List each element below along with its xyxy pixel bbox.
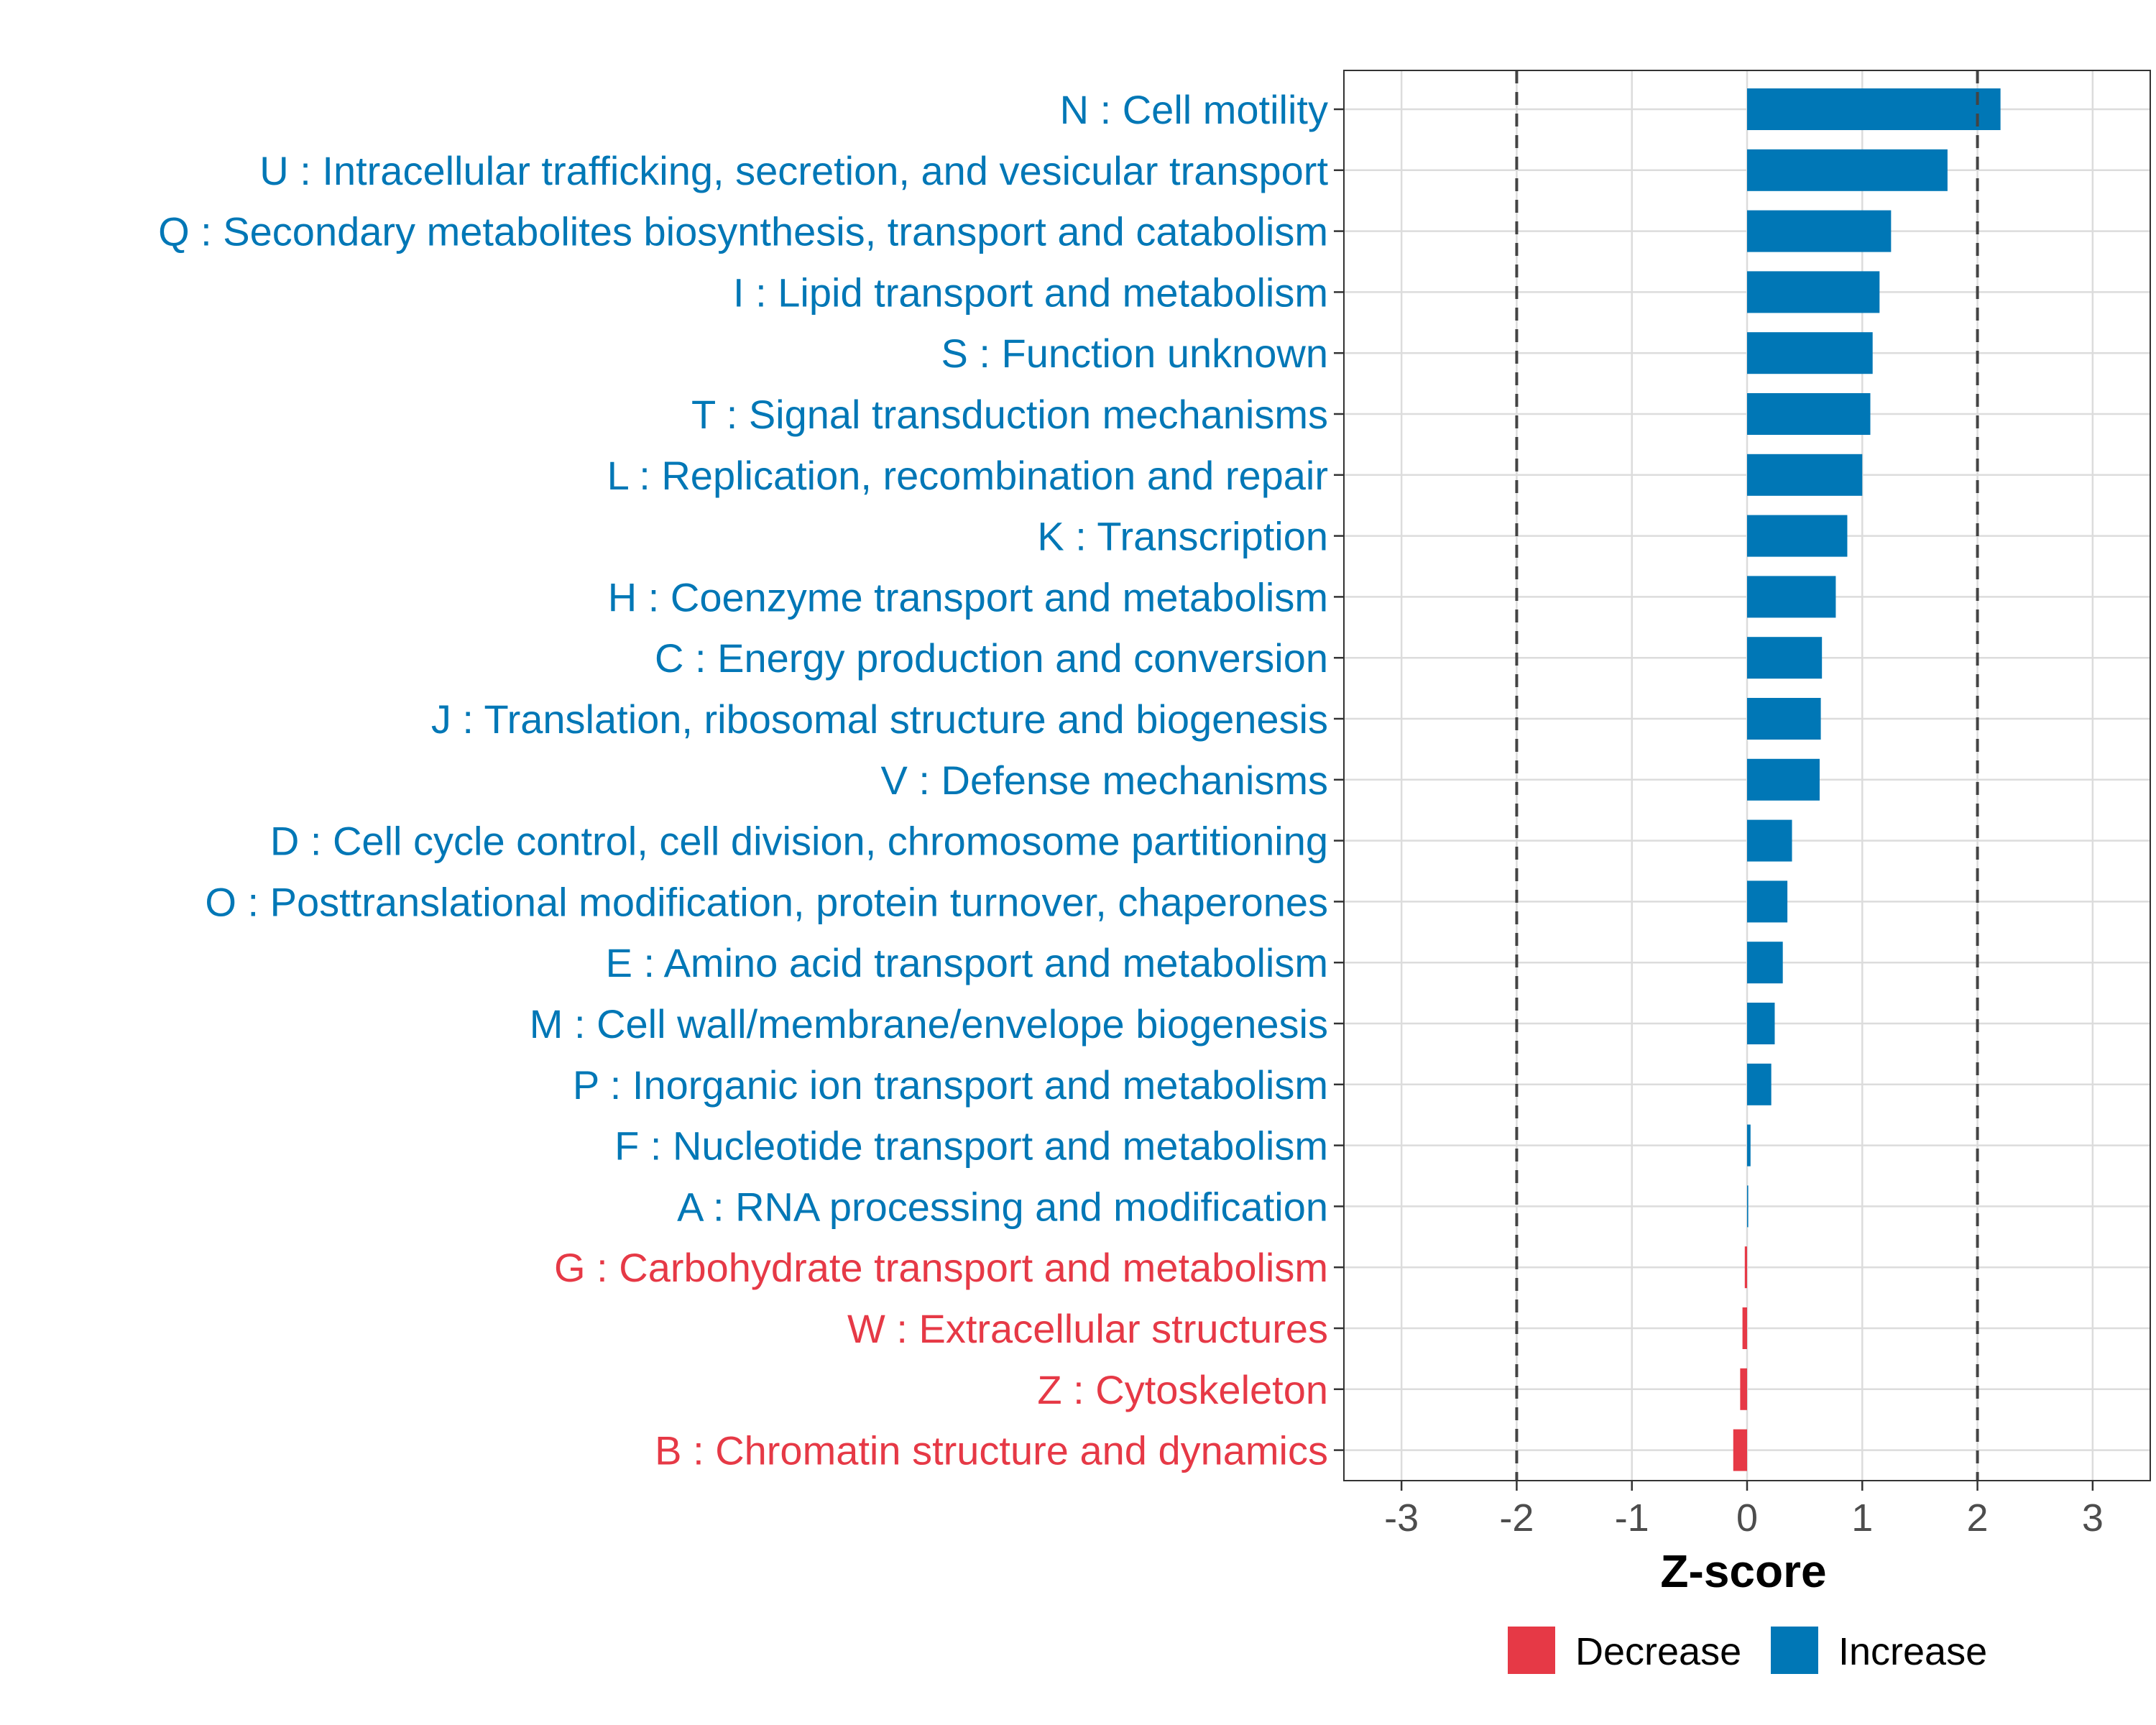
bars-layer: [1733, 88, 2001, 1471]
bar: [1747, 393, 1871, 435]
bar: [1747, 454, 1863, 496]
category-label: U : Intracellular trafficking, secretion…: [259, 148, 1328, 193]
x-axis: -3 -2 -1 0 1 2 3: [1384, 1481, 2104, 1540]
legend-key: [1508, 1627, 1555, 1674]
bar: [1747, 698, 1821, 740]
x-tick-label: -2: [1499, 1496, 1534, 1540]
category-label: G : Carbohydrate transport and metabolis…: [554, 1245, 1328, 1290]
bar: [1747, 880, 1788, 923]
bar: [1747, 637, 1823, 679]
category-label: F : Nucleotide transport and metabolism: [614, 1123, 1328, 1169]
bar: [1733, 1429, 1747, 1471]
category-label: C : Energy production and conversion: [655, 635, 1328, 681]
bar: [1747, 942, 1783, 984]
bar: [1747, 1185, 1749, 1228]
bar: [1747, 515, 1848, 557]
x-tick-label: -3: [1384, 1496, 1419, 1540]
legend-label: Decrease: [1575, 1630, 1741, 1673]
category-label: W : Extracellular structures: [847, 1306, 1328, 1351]
x-tick-label: 3: [2082, 1496, 2104, 1540]
y-axis: N : Cell motility U : Intracellular traff…: [158, 87, 1344, 1473]
category-label: N : Cell motility: [1060, 87, 1328, 132]
category-label: M : Cell wall/membrane/envelope biogenes…: [530, 1001, 1328, 1046]
category-label: J : Translation, ribosomal structure and…: [431, 696, 1328, 742]
bar: [1747, 1003, 1775, 1044]
bar: [1747, 210, 1892, 252]
legend-label: Increase: [1838, 1630, 1987, 1673]
category-label: H : Coenzyme transport and metabolism: [608, 574, 1328, 620]
bar: [1747, 332, 1873, 374]
category-label: Z : Cytoskeleton: [1037, 1367, 1328, 1412]
bar: [1742, 1307, 1747, 1349]
bar: [1744, 1246, 1747, 1289]
bar: [1747, 1124, 1751, 1167]
category-label: K : Transcription: [1037, 514, 1328, 559]
category-label: L : Replication, recombination and repai…: [607, 453, 1328, 498]
x-tick-label: 2: [1967, 1496, 1989, 1540]
x-tick-label: 0: [1736, 1496, 1758, 1540]
bar: [1747, 271, 1880, 313]
category-label: D : Cell cycle control, cell division, c…: [270, 819, 1328, 864]
bar: [1747, 88, 2001, 130]
category-label: V : Defense mechanisms: [881, 758, 1328, 803]
category-label: Q : Secondary metabolites biosynthesis, …: [158, 209, 1328, 254]
bar: [1747, 576, 1836, 618]
legend-key: [1771, 1627, 1818, 1674]
x-axis-title: Z-score: [1660, 1545, 1826, 1597]
reference-lines: [1515, 70, 1979, 1481]
category-label: E : Amino acid transport and metabolism: [606, 940, 1328, 985]
bar: [1747, 758, 1820, 801]
bar: [1747, 149, 1948, 191]
legend: Decrease Increase: [1508, 1627, 1987, 1674]
x-tick-label: -1: [1615, 1496, 1649, 1540]
category-label: S : Function unknown: [941, 331, 1328, 376]
category-label: I : Lipid transport and metabolism: [733, 270, 1328, 315]
bar: [1747, 819, 1792, 862]
category-label: B : Chromatin structure and dynamics: [655, 1428, 1328, 1473]
bar: [1740, 1368, 1747, 1410]
category-label: T : Signal transduction mechanisms: [691, 392, 1328, 437]
x-tick-label: 1: [1851, 1496, 1873, 1540]
category-label: P : Inorganic ion transport and metaboli…: [573, 1062, 1328, 1108]
category-label: O : Posttranslational modification, prot…: [205, 879, 1328, 924]
bar: [1747, 1063, 1772, 1105]
category-label: A : RNA processing and modification: [677, 1184, 1328, 1229]
